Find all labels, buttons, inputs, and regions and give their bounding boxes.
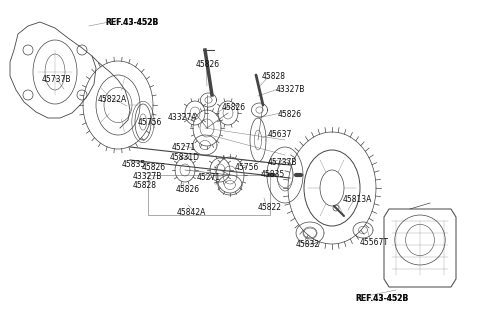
Text: 45271: 45271: [172, 143, 196, 152]
Text: 43327A: 43327A: [168, 113, 197, 122]
Text: 45737B: 45737B: [42, 75, 72, 84]
Bar: [148, 175, 270, 215]
Text: REF.43-452B: REF.43-452B: [355, 294, 408, 303]
Text: 45835: 45835: [261, 170, 285, 179]
Text: 45822: 45822: [258, 203, 282, 212]
Text: 45756: 45756: [138, 118, 162, 127]
Text: 45835: 45835: [122, 160, 146, 169]
Text: 45828: 45828: [133, 181, 157, 190]
Text: 45813A: 45813A: [343, 195, 372, 204]
Text: REF.43-452B: REF.43-452B: [355, 294, 408, 303]
Text: 45822A: 45822A: [98, 95, 127, 104]
Text: REF.43-452B: REF.43-452B: [105, 18, 158, 27]
Text: 43327B: 43327B: [276, 85, 305, 94]
Text: 45842A: 45842A: [177, 208, 206, 217]
Text: 45826: 45826: [222, 103, 246, 112]
Text: 45826: 45826: [142, 163, 166, 172]
Text: 45567T: 45567T: [360, 238, 389, 247]
Text: 45826: 45826: [278, 110, 302, 119]
Text: 45756: 45756: [235, 163, 259, 172]
Text: 45828: 45828: [262, 72, 286, 81]
Text: REF.43-452B: REF.43-452B: [105, 18, 158, 27]
Text: 45832: 45832: [296, 240, 320, 249]
Text: 45737B: 45737B: [268, 158, 298, 167]
Text: 43327B: 43327B: [133, 172, 162, 181]
Text: 45637: 45637: [268, 130, 292, 139]
Text: 45831D: 45831D: [170, 153, 200, 162]
Text: 45271: 45271: [197, 173, 221, 182]
Text: 45826: 45826: [176, 185, 200, 194]
Text: 45826: 45826: [196, 60, 220, 69]
